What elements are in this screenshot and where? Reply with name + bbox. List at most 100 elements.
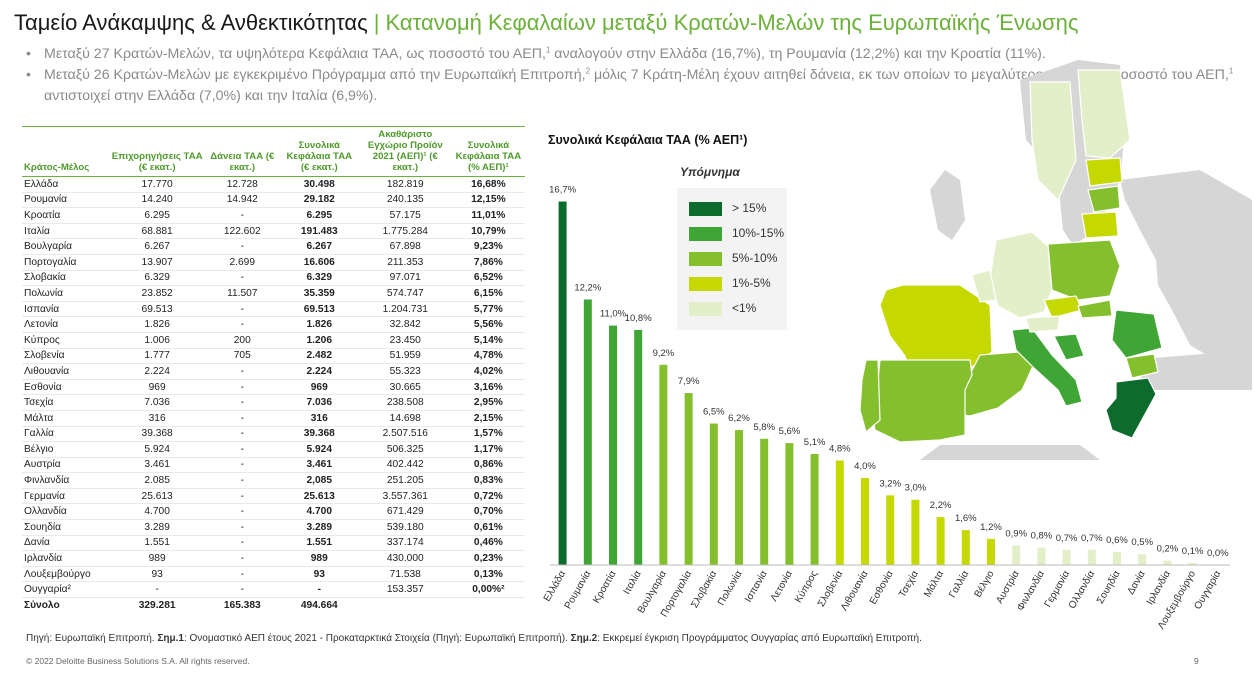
legend-swatch	[689, 201, 722, 216]
legend-title: Υπόμνημα	[680, 165, 740, 179]
category-label: Ισπανία	[742, 568, 770, 604]
category-label: Ιταλία	[621, 568, 644, 596]
table-cell: -	[204, 379, 280, 396]
table-cell: Ολλανδία	[22, 503, 110, 521]
table-cell: -	[204, 503, 280, 521]
legend-label: 5%-10%	[732, 251, 778, 265]
table-cell: 0,61%	[451, 519, 525, 536]
table-cell: 316	[109, 410, 205, 427]
table-row: Φινλανδία 2.085-2,085 251.205 0,83%	[22, 472, 525, 489]
table-cell: 0,23%	[451, 550, 525, 567]
bar-value-label: 10,8%	[625, 313, 652, 324]
map-germany	[989, 231, 1053, 319]
map-finland	[1077, 69, 1131, 159]
table-row: Ρουμανία 14.240 14.942 29.182 240.135 12,15%	[22, 192, 525, 209]
table-row: Πορτογαλία 13.907 2.699 16.606 211.353 7,86%	[22, 254, 525, 271]
chart-bar	[1113, 551, 1121, 565]
legend-item: 1%-5%	[689, 276, 771, 291]
table-cell: 238.508	[358, 394, 452, 411]
table-cell: 0,72%	[451, 488, 525, 505]
table-cell: 17.770	[109, 176, 205, 193]
table-cell: 23.852	[109, 285, 205, 302]
table-cell: 1.826	[109, 316, 205, 333]
table-cell: 989	[279, 550, 359, 567]
table-cell: 1.777	[109, 348, 205, 365]
table-cell: 969	[109, 379, 205, 396]
table-cell: Εσθονία	[22, 379, 110, 396]
table-cell: Λιθουανία	[22, 363, 110, 380]
map-portugal-coast	[859, 359, 881, 434]
summary-bullets: Μεταξύ 27 Κρατών-Μελών, τα υψηλότερα Κεφ…	[26, 44, 1241, 107]
table-cell: 182.819	[358, 176, 452, 193]
table-cell: Σύνολο	[22, 597, 110, 613]
legend-swatch	[689, 276, 722, 291]
legend-item: > 15%	[689, 201, 766, 216]
legend-swatch	[689, 251, 722, 266]
bar-value-label: 0,1%	[1182, 546, 1204, 557]
table-cell: 6.329	[109, 270, 205, 287]
table-cell: 68.881	[109, 223, 205, 240]
table-cell: 316	[279, 410, 359, 427]
table-cell: 39.368	[279, 426, 359, 443]
table-row: Ουγγαρία² - - -153.357 0,00%²	[22, 581, 525, 599]
map-romania	[1111, 309, 1163, 359]
table-row: Μάλτα 316-316 14.698 2,15%	[22, 410, 525, 427]
chart-bar	[961, 530, 970, 565]
bar-value-label: 0,6%	[1106, 535, 1128, 546]
category-label: Βέλγιο	[972, 568, 997, 599]
table-row: Σλοβενία 1.777 705 2.482 51.959 4,78%	[22, 348, 525, 365]
table-cell: 1.826	[279, 316, 359, 333]
map-sweden	[1029, 81, 1077, 202]
table-cell: 51.959	[358, 348, 452, 365]
table-cell: 13.907	[109, 254, 205, 271]
table-row: Κροατία 6.295-6.295 57.175 11,01%	[22, 207, 525, 224]
bar-value-label: 6,5%	[703, 407, 725, 418]
table-cell: -	[204, 363, 280, 380]
table-cell: 337.174	[358, 535, 452, 552]
bar-value-label: 0,7%	[1056, 533, 1078, 544]
funds-table: Κράτος-Μέλος Επιχορηγήσεις ΤΑΑ (€ εκατ.) Δ…	[22, 126, 525, 613]
table-row: Ιταλία 68.881 122.602 191.483 1.775.284 10,79…	[22, 223, 525, 240]
map-benelux	[971, 269, 997, 303]
map-greece	[1105, 377, 1157, 439]
table-cell: 506.325	[358, 441, 452, 458]
table-cell: 14.942	[204, 192, 280, 209]
bar-value-label: 4,0%	[854, 461, 876, 472]
table-cell: 71.538	[358, 566, 452, 583]
table-cell: 5,14%	[451, 332, 525, 349]
table-cell: Κύπρος	[22, 332, 110, 349]
table-cell: 6.329	[279, 270, 359, 287]
table-cell: 0,86%	[451, 457, 525, 474]
table-cell: 11.507	[204, 285, 280, 302]
table-cell: 9,23%	[451, 238, 525, 255]
table-cell: -	[204, 441, 280, 458]
table-cell: 97.071	[358, 270, 452, 287]
category-label: Λετονία	[768, 568, 795, 603]
table-header-row: Κράτος-Μέλος Επιχορηγήσεις ΤΑΑ (€ εκατ.) Δ…	[22, 126, 525, 177]
chart-bar	[1012, 545, 1021, 565]
map-czechia	[1043, 295, 1083, 319]
table-cell: 1,17%	[451, 441, 525, 458]
map-bulgaria	[1125, 353, 1159, 379]
table-row: Σλοβακία 6.329-6.329 97.071 6,52%	[22, 270, 525, 287]
table-row: Πολωνία 23.852 11.507 35.359 574.747 6,15%	[22, 285, 525, 302]
table-cell: Γαλλία	[22, 426, 110, 443]
table-cell: 3.557.361	[358, 488, 452, 505]
table-cell: 494.664	[279, 597, 359, 613]
chart-bar	[659, 364, 668, 565]
table-cell: 2.085	[109, 472, 205, 489]
table-cell: 10,79%	[451, 223, 525, 240]
table-cell: 1.206	[279, 332, 359, 349]
source-note: Πηγή: Ευρωπαϊκή Επιτροπή. Σημ.1: Ονομαστ…	[26, 633, 922, 644]
bar-value-label: 0,2%	[1157, 544, 1179, 555]
title-separator: |	[373, 10, 380, 35]
table-cell: Κροατία	[22, 207, 110, 224]
title-sub: Κατανομή Κεφαλαίων μεταξύ Κρατών-Μελών τ…	[385, 10, 1079, 35]
table-cell: -	[204, 550, 280, 567]
europe-map	[859, 60, 1252, 460]
table-cell: 2,95%	[451, 394, 525, 411]
table-row: Αυστρία 3.461-3.461 402.442 0,86%	[22, 457, 525, 474]
table-row: Τσεχία 7.036-7.036 238.508 2,95%	[22, 394, 525, 411]
table-header-cell: Δάνεια ΤΑΑ (€ εκατ.)	[204, 126, 280, 177]
table-cell: -	[204, 394, 280, 411]
